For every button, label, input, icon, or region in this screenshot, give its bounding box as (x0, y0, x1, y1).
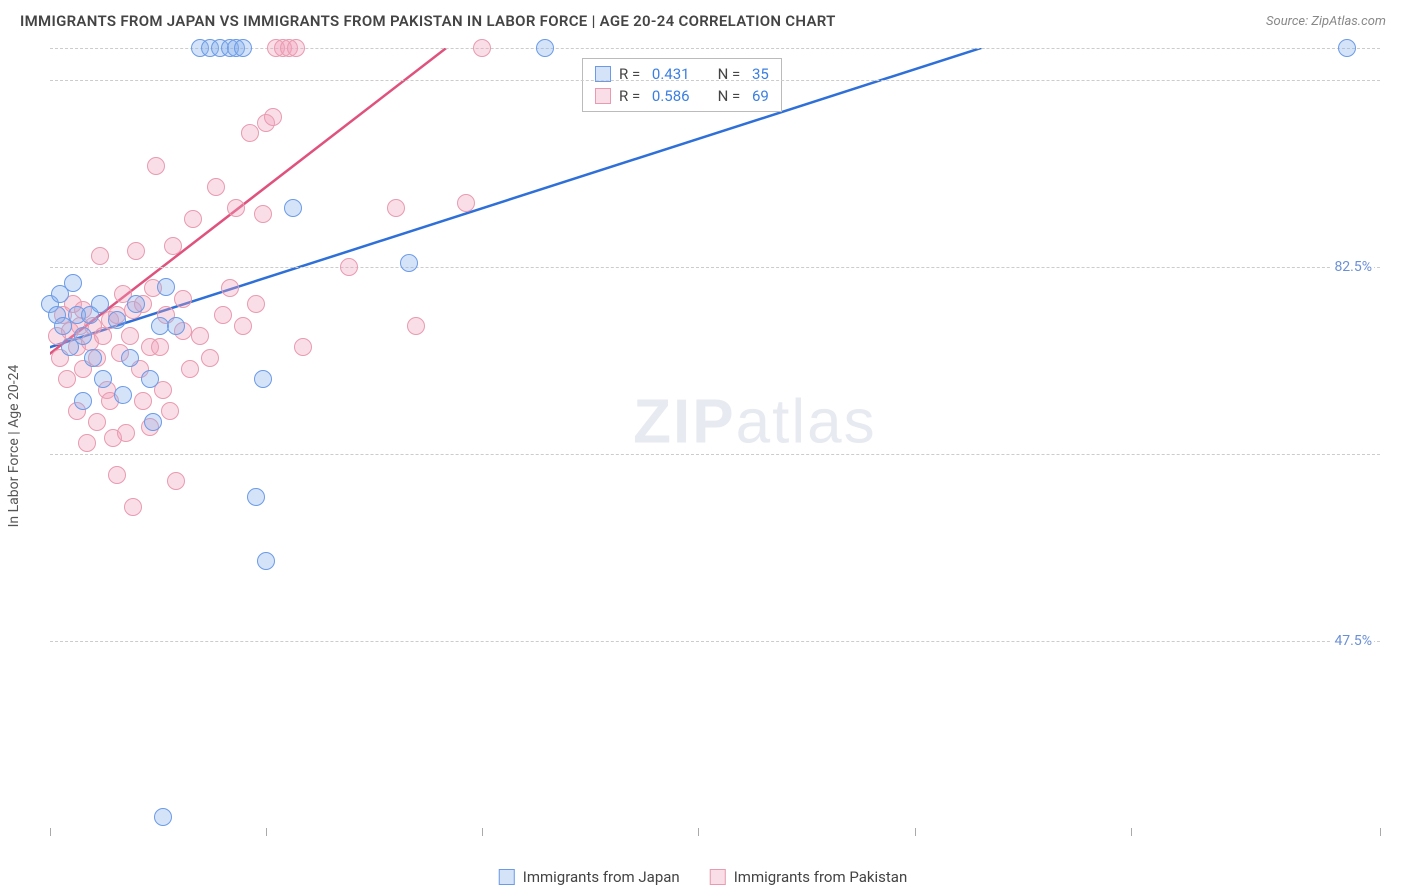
data-point (88, 413, 106, 431)
legend-n-label: N = (718, 87, 741, 105)
y-tick-label: 47.5% (1332, 633, 1374, 649)
gridline-h (50, 267, 1380, 268)
data-point (114, 386, 132, 404)
data-point (161, 402, 179, 420)
x-tick (1380, 828, 1381, 836)
x-tick (698, 828, 699, 836)
gridline-h (50, 454, 1380, 455)
data-point (473, 39, 491, 57)
data-point (284, 199, 302, 217)
stats-legend-box: R = 0.431N = 35 R = 0.586 N = 69 (582, 58, 782, 112)
legend-n-value: 69 (748, 87, 769, 105)
data-point (74, 392, 92, 410)
series-legend-item: Immigrants from Pakistan (710, 868, 908, 886)
data-point (247, 488, 265, 506)
stats-legend-row: R = 0.586 N = 69 (583, 85, 781, 107)
x-tick (1131, 828, 1132, 836)
data-point (94, 327, 112, 345)
data-point (1338, 39, 1356, 57)
data-point (184, 210, 202, 228)
data-point (264, 108, 282, 126)
data-point (387, 199, 405, 217)
data-point (157, 278, 175, 296)
data-point (127, 295, 145, 313)
stats-legend-row: R = 0.431N = 35 (583, 63, 781, 85)
data-point (287, 39, 305, 57)
data-point (127, 242, 145, 260)
data-point (151, 338, 169, 356)
gridline-h (50, 641, 1380, 642)
x-axis (50, 832, 1380, 872)
series-legend-item: Immigrants from Japan (499, 868, 680, 886)
data-point (294, 338, 312, 356)
data-point (164, 237, 182, 255)
chart-title: IMMIGRANTS FROM JAPAN VS IMMIGRANTS FROM… (20, 12, 836, 30)
data-point (108, 466, 126, 484)
trend-line (50, 48, 1048, 358)
data-point (91, 295, 109, 313)
data-point (247, 295, 265, 313)
data-point (457, 194, 475, 212)
data-point (167, 472, 185, 490)
data-point (254, 370, 272, 388)
data-point (234, 39, 252, 57)
data-point (407, 317, 425, 335)
data-point (74, 327, 92, 345)
data-point (141, 370, 159, 388)
x-tick (50, 828, 51, 836)
data-point (121, 327, 139, 345)
x-tick (482, 828, 483, 836)
data-point (94, 370, 112, 388)
data-point (91, 247, 109, 265)
data-point (227, 199, 245, 217)
data-point (214, 306, 232, 324)
legend-r-value: 0.586 (648, 87, 689, 105)
legend-swatch (499, 869, 515, 885)
data-point (400, 254, 418, 272)
data-point (58, 370, 76, 388)
legend-swatch (710, 869, 726, 885)
data-point (147, 157, 165, 175)
series-legend-label: Immigrants from Pakistan (734, 868, 908, 886)
data-point (64, 274, 82, 292)
gridline-h (50, 80, 1380, 81)
data-point (121, 349, 139, 367)
y-tick-label: 82.5% (1332, 259, 1374, 275)
x-tick (915, 828, 916, 836)
data-point (221, 279, 239, 297)
data-point (257, 552, 275, 570)
scatter-plot-svg (50, 48, 1380, 828)
data-point (154, 808, 172, 826)
data-point (201, 349, 219, 367)
data-point (174, 290, 192, 308)
data-point (78, 434, 96, 452)
data-point (536, 39, 554, 57)
y-axis-label: In Labor Force | Age 20-24 (6, 365, 22, 528)
data-point (167, 317, 185, 335)
data-point (84, 349, 102, 367)
data-point (108, 311, 126, 329)
data-point (207, 178, 225, 196)
trend-line (50, 48, 516, 379)
data-point (134, 392, 152, 410)
data-point (144, 413, 162, 431)
data-point (151, 317, 169, 335)
series-legend: Immigrants from Japan Immigrants from Pak… (499, 868, 907, 886)
data-point (191, 327, 209, 345)
x-tick (266, 828, 267, 836)
legend-swatch (595, 88, 611, 104)
data-point (181, 360, 199, 378)
data-point (234, 317, 252, 335)
series-legend-label: Immigrants from Japan (523, 868, 680, 886)
source-label: Source: ZipAtlas.com (1266, 14, 1386, 29)
data-point (124, 498, 142, 516)
data-point (117, 424, 135, 442)
data-point (340, 258, 358, 276)
data-point (241, 124, 259, 142)
data-point (254, 205, 272, 223)
chart-plot-area: ZIPatlas R = 0.431N = 35R = 0.586N = 69 … (50, 48, 1380, 828)
legend-r-label: R = (619, 87, 640, 105)
